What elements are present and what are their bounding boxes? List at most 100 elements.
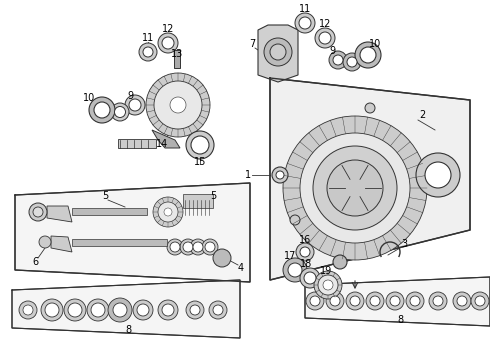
Text: 18: 18 — [300, 259, 312, 269]
Circle shape — [323, 280, 333, 290]
Circle shape — [333, 255, 347, 269]
Polygon shape — [51, 236, 72, 252]
Circle shape — [113, 303, 127, 317]
Circle shape — [310, 296, 320, 306]
Text: 9: 9 — [127, 91, 133, 101]
Circle shape — [360, 47, 376, 63]
Circle shape — [39, 236, 51, 248]
Text: 12: 12 — [319, 19, 331, 29]
Circle shape — [186, 301, 204, 319]
Circle shape — [471, 292, 489, 310]
Text: 9: 9 — [329, 46, 335, 56]
Circle shape — [133, 300, 153, 320]
Circle shape — [300, 268, 320, 288]
Circle shape — [370, 296, 380, 306]
Bar — [72, 208, 147, 215]
Circle shape — [366, 292, 384, 310]
Circle shape — [170, 242, 180, 252]
Circle shape — [143, 47, 153, 57]
Circle shape — [64, 299, 86, 321]
Circle shape — [158, 202, 178, 222]
Text: 1: 1 — [245, 170, 251, 180]
Polygon shape — [305, 277, 490, 326]
Polygon shape — [258, 25, 298, 82]
Circle shape — [272, 167, 288, 183]
Text: 7: 7 — [249, 39, 255, 49]
Text: 12: 12 — [162, 24, 174, 34]
Circle shape — [29, 203, 47, 221]
Text: 16: 16 — [299, 235, 311, 245]
Circle shape — [162, 37, 174, 49]
Text: 6: 6 — [32, 257, 38, 267]
Circle shape — [68, 303, 82, 317]
Circle shape — [313, 146, 397, 230]
Circle shape — [19, 301, 37, 319]
Circle shape — [304, 272, 316, 284]
Circle shape — [283, 116, 427, 260]
Circle shape — [170, 97, 186, 113]
Circle shape — [180, 239, 196, 255]
Circle shape — [346, 292, 364, 310]
Circle shape — [296, 243, 314, 261]
Circle shape — [191, 136, 209, 154]
Circle shape — [306, 292, 324, 310]
Circle shape — [202, 239, 218, 255]
Text: 19: 19 — [320, 266, 332, 276]
Circle shape — [343, 53, 361, 71]
Circle shape — [327, 160, 383, 216]
Circle shape — [190, 305, 200, 315]
Circle shape — [355, 42, 381, 68]
Bar — [174, 50, 180, 68]
Text: 11: 11 — [142, 33, 154, 43]
Circle shape — [205, 242, 215, 252]
Text: 10: 10 — [369, 39, 381, 49]
Circle shape — [158, 33, 178, 53]
Text: 11: 11 — [299, 4, 311, 14]
Circle shape — [153, 197, 183, 227]
Circle shape — [33, 207, 43, 217]
Text: 4: 4 — [238, 263, 244, 273]
Circle shape — [209, 301, 227, 319]
Circle shape — [190, 239, 206, 255]
Text: 3: 3 — [401, 239, 407, 249]
Circle shape — [329, 51, 347, 69]
Polygon shape — [152, 130, 180, 148]
Circle shape — [264, 38, 292, 66]
Circle shape — [347, 57, 357, 67]
Circle shape — [386, 292, 404, 310]
Text: 2: 2 — [419, 110, 425, 120]
Circle shape — [164, 208, 172, 216]
Circle shape — [115, 107, 125, 117]
Circle shape — [45, 303, 59, 317]
Circle shape — [425, 162, 451, 188]
Circle shape — [300, 247, 310, 257]
Polygon shape — [12, 280, 240, 338]
Circle shape — [125, 95, 145, 115]
Circle shape — [213, 249, 231, 267]
Circle shape — [41, 299, 63, 321]
Bar — [118, 139, 156, 148]
Circle shape — [315, 28, 335, 48]
Circle shape — [365, 103, 375, 113]
Text: 5: 5 — [210, 191, 216, 201]
Circle shape — [91, 303, 105, 317]
Circle shape — [314, 271, 342, 299]
Bar — [183, 194, 213, 208]
Circle shape — [429, 292, 447, 310]
Circle shape — [108, 298, 132, 322]
Text: 13: 13 — [171, 49, 183, 59]
Circle shape — [433, 296, 443, 306]
Circle shape — [183, 242, 193, 252]
Polygon shape — [270, 78, 470, 280]
Circle shape — [390, 296, 400, 306]
Polygon shape — [47, 206, 72, 222]
Circle shape — [195, 140, 205, 150]
Circle shape — [146, 73, 210, 137]
Circle shape — [213, 305, 223, 315]
Circle shape — [283, 258, 307, 282]
Circle shape — [276, 171, 284, 179]
Circle shape — [139, 43, 157, 61]
Circle shape — [330, 296, 340, 306]
Circle shape — [23, 305, 33, 315]
Circle shape — [290, 215, 300, 225]
